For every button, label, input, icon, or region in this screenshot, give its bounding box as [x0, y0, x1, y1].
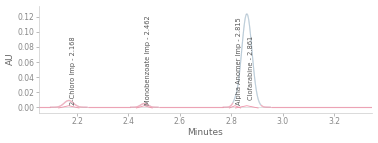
Text: Monobenzoate Imp - 2.462: Monobenzoate Imp - 2.462: [146, 15, 151, 105]
X-axis label: Minutes: Minutes: [187, 128, 223, 137]
Text: Alpha Anomer Imp - 2.815: Alpha Anomer Imp - 2.815: [236, 17, 242, 105]
Y-axis label: AU: AU: [6, 53, 15, 65]
Text: Clofarabine - 2.861: Clofarabine - 2.861: [248, 36, 254, 100]
Text: 2-Chloro Imp - 2.168: 2-Chloro Imp - 2.168: [70, 36, 76, 105]
